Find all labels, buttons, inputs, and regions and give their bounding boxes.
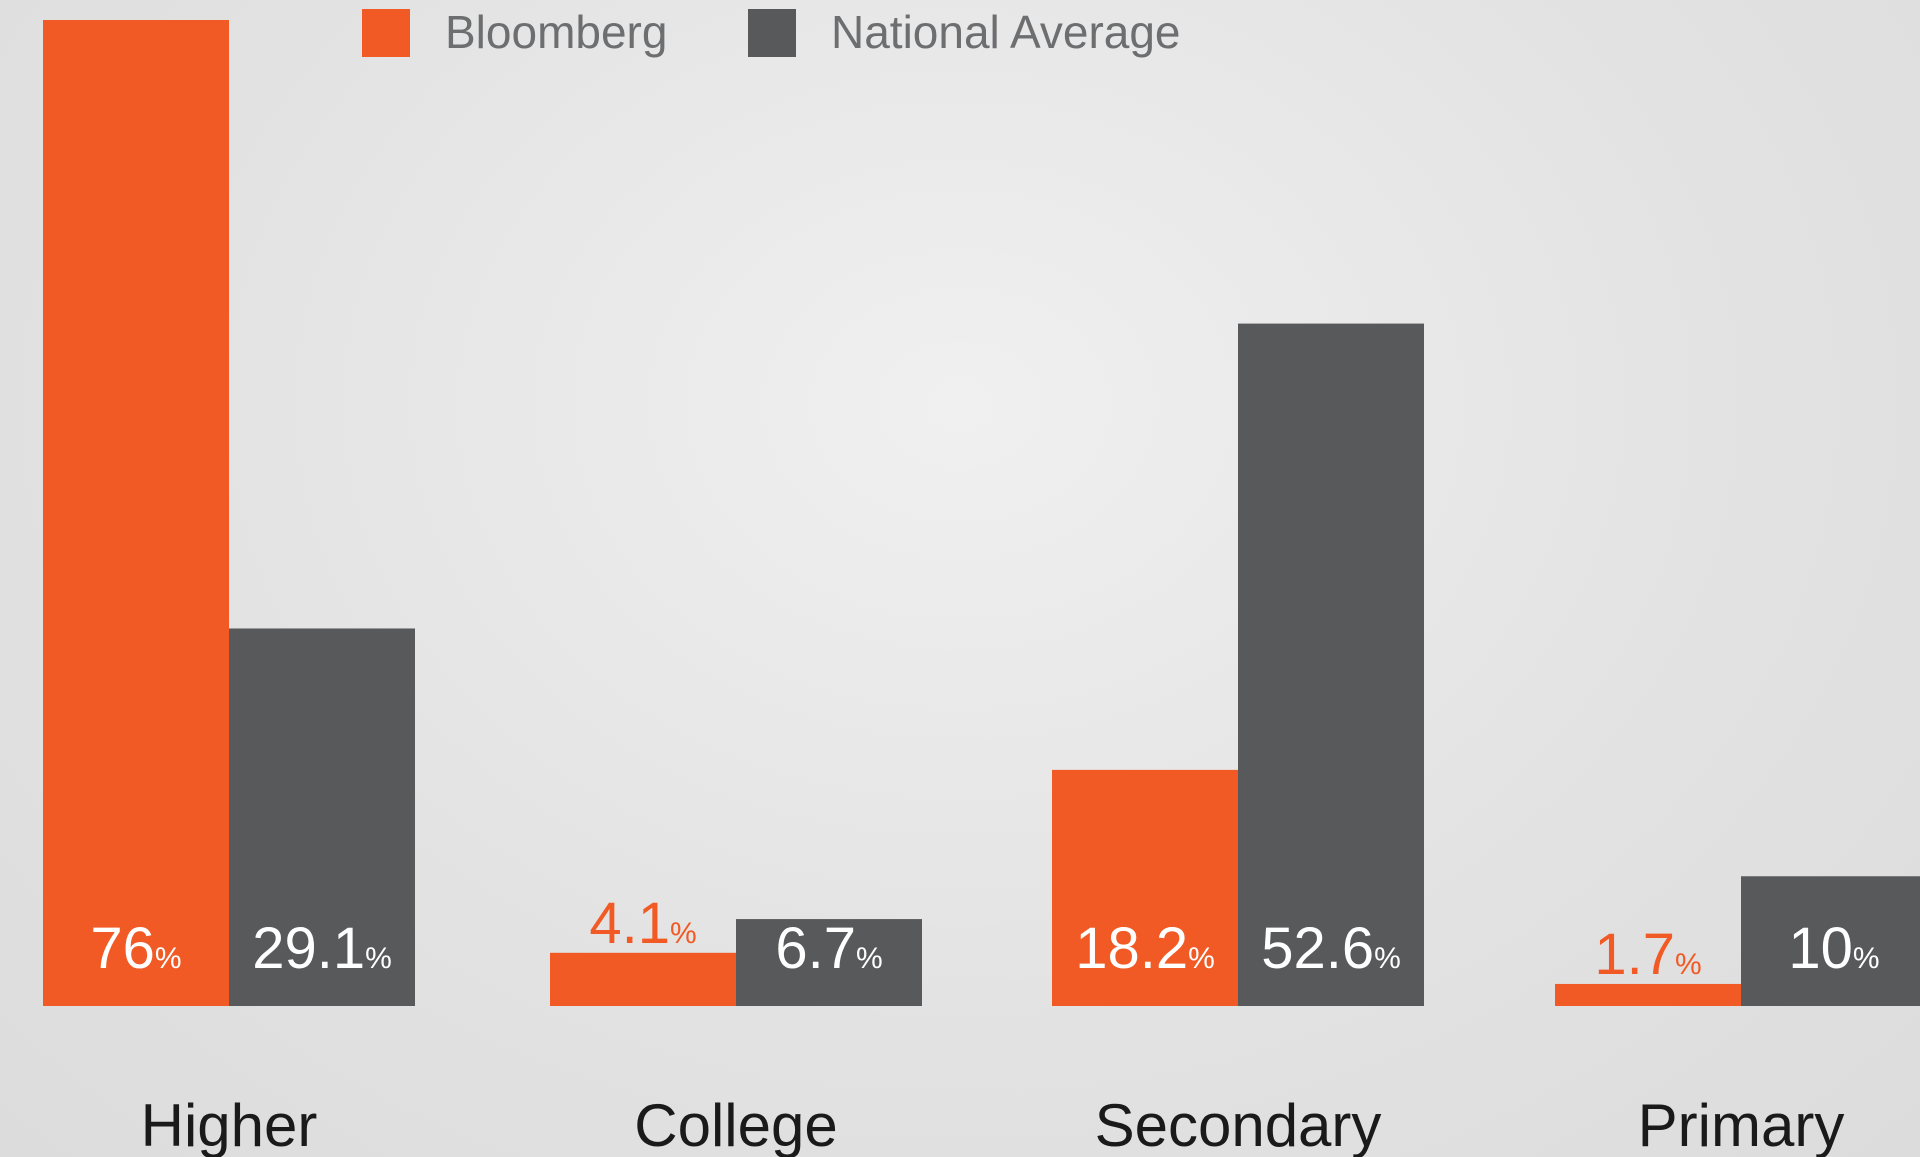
x-tick-label: Primary [1638, 1092, 1845, 1157]
x-tick-label: College [634, 1092, 837, 1157]
value-label: 4.1% [589, 891, 696, 956]
legend-swatch [362, 9, 410, 57]
x-tick-label: Secondary [1095, 1092, 1382, 1157]
value-label: 52.6% [1261, 916, 1401, 981]
value-label: 29.1% [252, 916, 392, 981]
value-label: 76% [90, 916, 181, 981]
x-tick-label: Higher [141, 1092, 318, 1157]
bar [229, 628, 415, 1006]
value-label: 10% [1788, 916, 1879, 981]
bar [43, 20, 229, 1006]
value-label: 18.2% [1075, 916, 1215, 981]
value-label: 6.7% [775, 916, 882, 981]
bar [1052, 769, 1238, 1006]
bar [550, 952, 736, 1006]
bar [1555, 983, 1741, 1006]
bar [1741, 876, 1920, 1006]
legend-swatch [748, 9, 796, 57]
value-label: 1.7% [1594, 922, 1701, 987]
bar [1238, 323, 1424, 1006]
bar [736, 919, 922, 1006]
legend-label: National Average [831, 6, 1181, 58]
legend-label: Bloomberg [445, 6, 667, 58]
